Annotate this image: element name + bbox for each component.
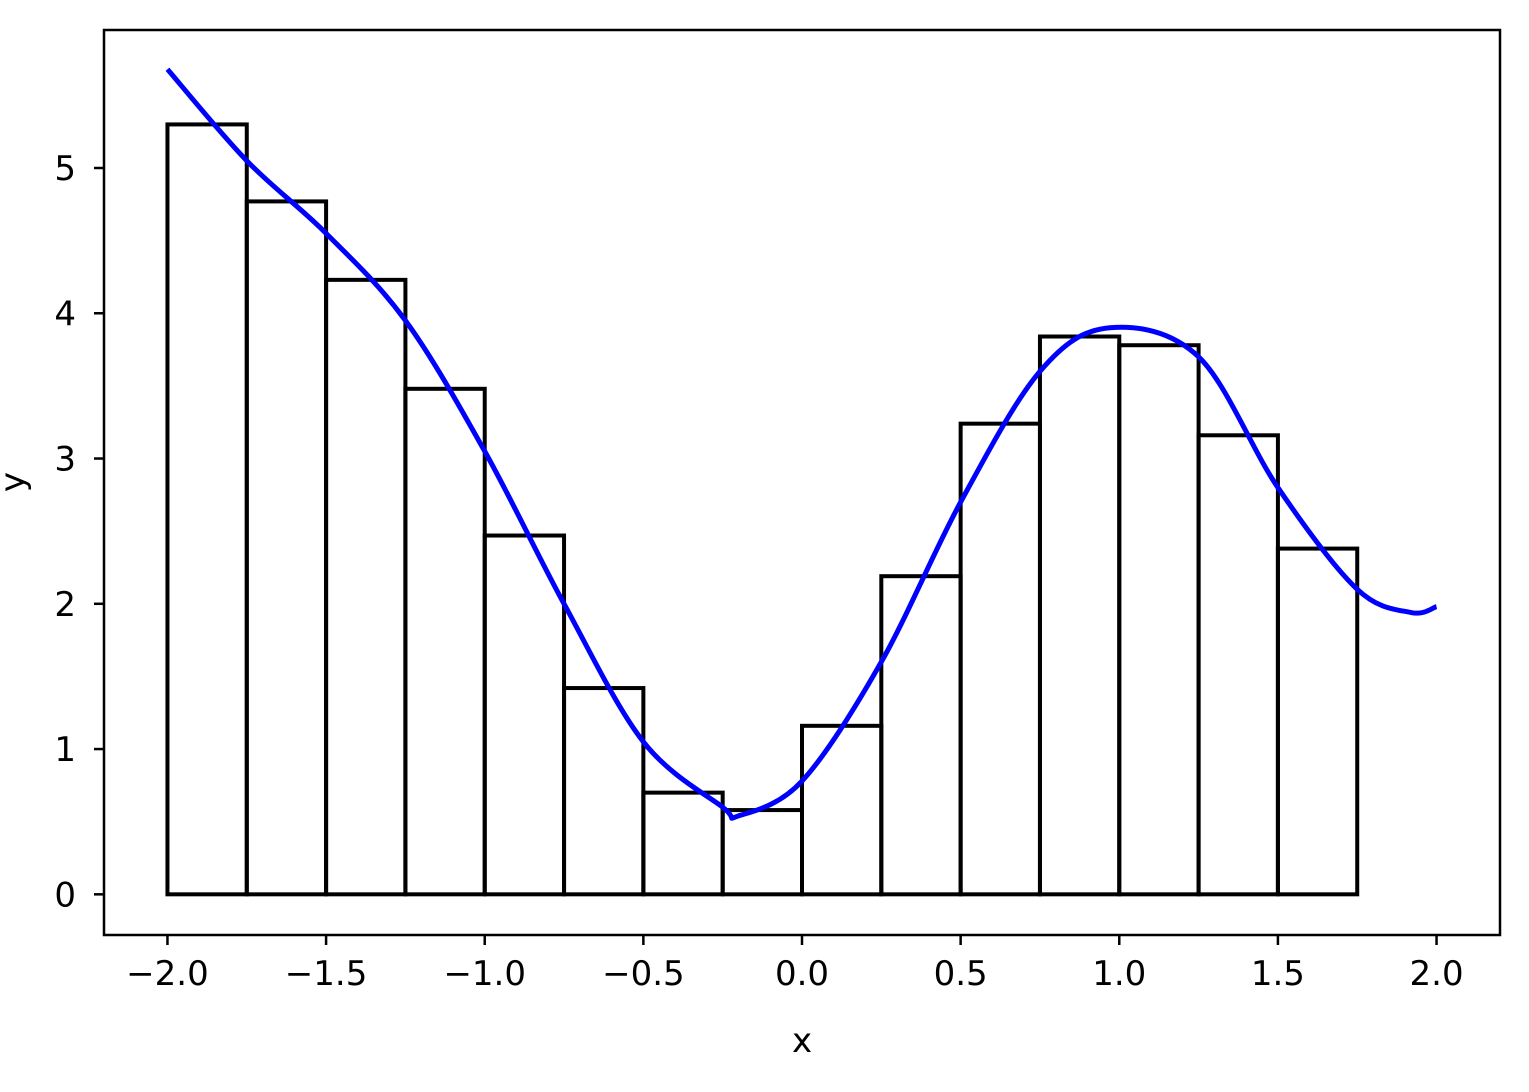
bar bbox=[879, 574, 963, 897]
y-tick-label: 0 bbox=[54, 875, 76, 915]
y-tick-label: 1 bbox=[54, 730, 76, 770]
bars-layer bbox=[165, 122, 1360, 897]
x-tick-label: 0.0 bbox=[775, 954, 829, 994]
bar bbox=[1196, 433, 1280, 897]
bar bbox=[244, 199, 329, 897]
x-tick-label: −1.0 bbox=[443, 954, 526, 994]
x-tick-label: 1.5 bbox=[1251, 954, 1305, 994]
bar bbox=[403, 386, 487, 897]
bar bbox=[324, 277, 408, 897]
y-axis-label: y bbox=[0, 472, 33, 492]
y-tick-label: 5 bbox=[54, 149, 76, 189]
bar bbox=[562, 686, 646, 897]
y-tick-label: 2 bbox=[54, 585, 76, 625]
y-axis: 0 1 2 3 4 5 bbox=[54, 149, 104, 915]
function-curve bbox=[165, 67, 1438, 821]
y-tick-label: 3 bbox=[54, 440, 76, 480]
x-tick-label: −1.5 bbox=[285, 954, 368, 994]
x-tick-label: 2.0 bbox=[1410, 954, 1464, 994]
bar bbox=[720, 808, 805, 897]
bar bbox=[641, 790, 725, 897]
x-tick-label: 1.0 bbox=[1092, 954, 1146, 994]
x-axis: −2.0 −1.5 −1.0 −0.5 0.0 0.5 1.0 1.5 2.0 bbox=[126, 935, 1464, 994]
bar bbox=[165, 122, 249, 897]
x-tick-label: −2.0 bbox=[126, 954, 209, 994]
bar bbox=[800, 723, 884, 897]
bar bbox=[958, 421, 1042, 897]
x-axis-label: x bbox=[792, 1021, 812, 1061]
x-tick-label: 0.5 bbox=[934, 954, 988, 994]
bar bbox=[1037, 334, 1122, 897]
y-tick-label: 4 bbox=[54, 294, 76, 334]
curve-layer bbox=[165, 67, 1438, 821]
bar bbox=[1275, 546, 1360, 897]
x-tick-label: −0.5 bbox=[602, 954, 685, 994]
bar bbox=[1117, 343, 1201, 897]
bar bbox=[482, 533, 567, 897]
